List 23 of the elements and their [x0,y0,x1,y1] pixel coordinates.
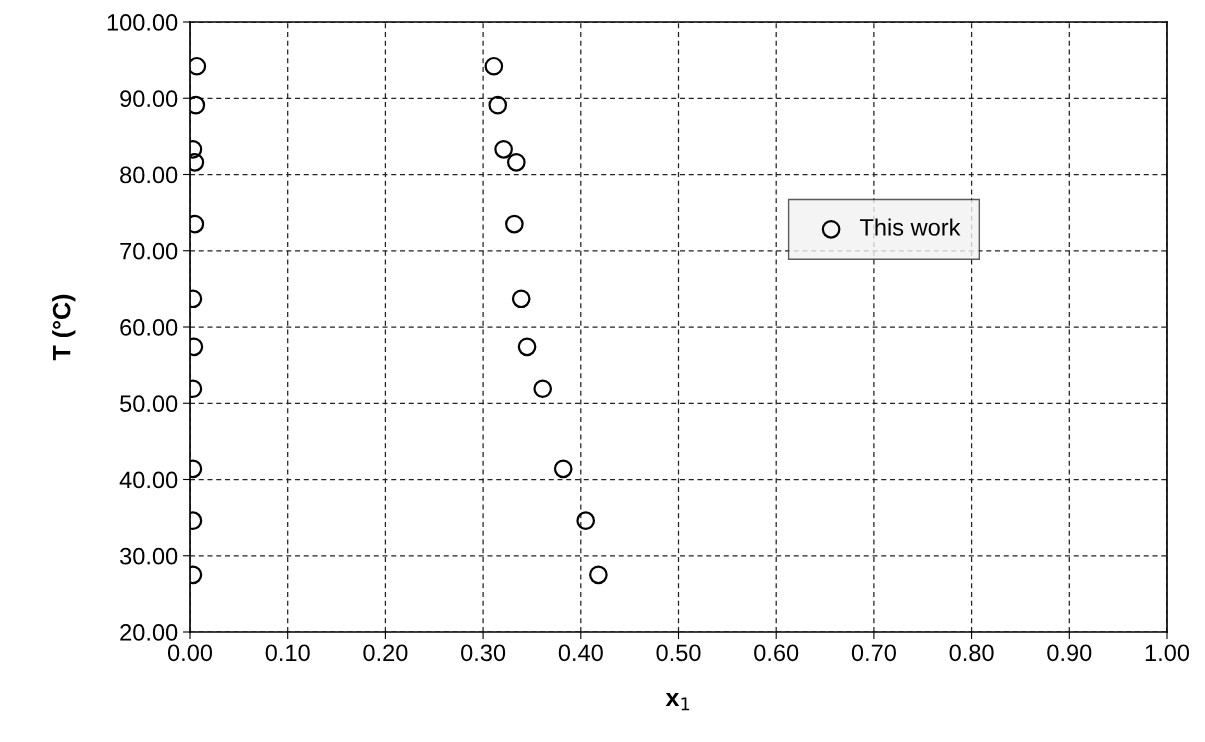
y-tick-label: 50.00 [120,395,178,413]
y-tick-label: 60.00 [120,319,178,336]
x-tick-label: 0.60 [754,644,799,662]
y-tick-label: 90.00 [120,90,178,108]
y-tick-label: 40.00 [119,471,178,489]
y-axis-title: T (°C) [52,294,76,361]
x-tick-label: 0.20 [363,644,408,662]
y-tick-label: 100.00 [107,14,178,31]
x-axis-title: x$_{1}$ [665,692,690,711]
y-tick-label: 30.00 [120,547,178,565]
y-tick-label: 20.00 [120,624,178,641]
x-tick-label: 1.00 [1145,644,1190,662]
y-tick-label: 70.00 [120,242,178,260]
legend-label: This work [859,218,961,236]
x-tick-label: 0.90 [1047,644,1092,662]
x-tick-label: 0.70 [851,644,896,662]
y-tick-label: 80.00 [120,166,178,184]
x-tick-label: 0.30 [461,644,506,662]
x-tick-label: 0.80 [949,644,994,662]
x-tick-label: 0.00 [167,644,213,662]
x-tick-label: 0.50 [656,644,701,662]
x-tick-label: 0.10 [265,644,310,662]
x-tick-label: 0.40 [558,644,603,662]
